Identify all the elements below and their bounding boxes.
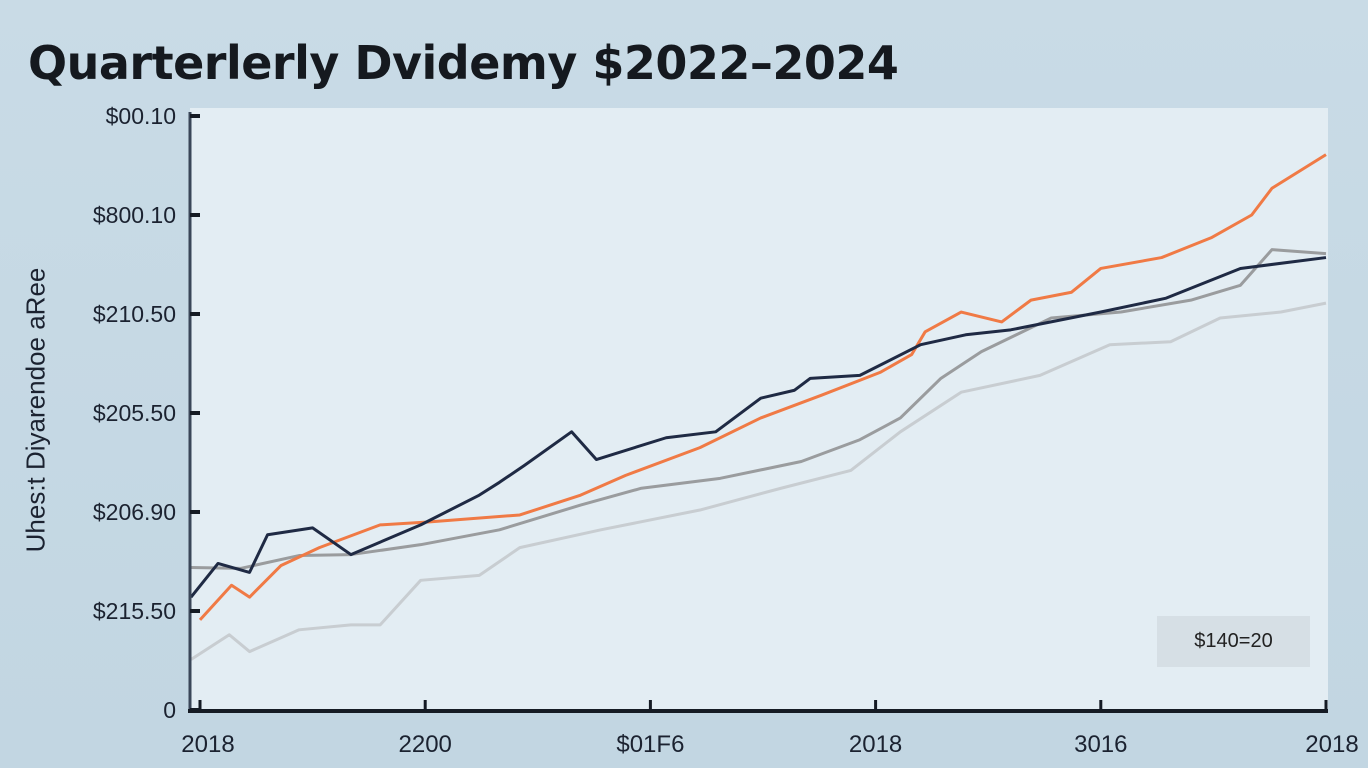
y-tick-label: $215.50 <box>93 598 176 624</box>
x-tick-label: 3016 <box>1074 731 1127 758</box>
x-tick-label: 2018 <box>849 731 902 758</box>
y-tick-label: $800.10 <box>93 202 176 228</box>
y-tick-label: $206.90 <box>93 499 176 525</box>
x-tick-label: $01F6 <box>616 731 684 758</box>
series-line-navy <box>189 256 1327 599</box>
series-line-light-gray <box>190 301 1327 661</box>
y-tick-label: $210.50 <box>93 301 176 327</box>
y-tick-label: $00.10 <box>106 103 176 129</box>
x-tick-label: 2200 <box>399 731 452 758</box>
series-line-gray <box>190 248 1327 570</box>
series-line-orange <box>198 153 1327 621</box>
x-tick-label: 2018 <box>181 731 234 758</box>
y-tick-label: $205.50 <box>93 400 176 426</box>
plot-area <box>190 108 1328 710</box>
y-tick-label: 0 <box>163 697 176 723</box>
x-tick-label: 2018 <box>1305 731 1358 758</box>
annotation-text: $140=20 <box>1194 630 1273 652</box>
annotation-box: $140=20 <box>1157 616 1310 667</box>
chart-title: Quarterlerly Dvidemy $2022–2024 <box>28 36 899 90</box>
